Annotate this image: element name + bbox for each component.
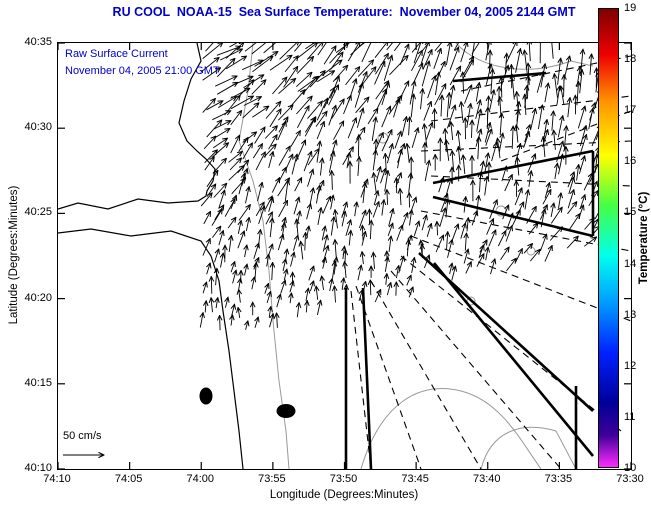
coastline (58, 43, 244, 469)
colorbar-tick-label: 18 (624, 53, 637, 66)
current-vectors (200, 43, 603, 331)
x-tick-label: 73:35 (544, 473, 573, 485)
colorbar-tick-label: 16 (624, 155, 637, 168)
x-axis-label: Longitude (Degrees:Minutes) (269, 489, 419, 501)
plot-area: Raw Surface Current November 04, 2005 21… (57, 42, 632, 470)
y-tick-label: 40:25 (24, 206, 52, 219)
y-tick-label: 40:20 (24, 291, 52, 304)
x-tick-label: 74:10 (43, 473, 71, 485)
velocity-scale-label: 50 cm/s (63, 430, 102, 442)
x-tick-label: 74:05 (114, 473, 143, 485)
overlay-annotation-line2: November 04, 2005 21:00 GMT (65, 65, 220, 77)
colorbar-tick-label: 13 (624, 308, 637, 321)
colorbar-tick-label: 14 (624, 257, 637, 270)
radar-wedge-outlines (344, 71, 595, 469)
x-tick-label: 73:50 (329, 473, 358, 485)
colorbar-tick-label: 10 (624, 462, 637, 474)
x-tick-label: 73:45 (401, 473, 429, 485)
colorbar-label: Temperature (°C) (638, 191, 650, 285)
x-tick-label: 73:55 (258, 473, 286, 485)
plot-title: RU COOL NOAA-15 Sea Surface Temperature:… (112, 5, 576, 19)
colorbar-gradient (599, 9, 618, 467)
overlay-annotation-line1: Raw Surface Current (65, 48, 168, 60)
colorbar-tick-label: 19 (624, 2, 637, 14)
colorbar (598, 8, 619, 468)
plot-canvas (58, 43, 631, 469)
y-tick-label: 40:35 (24, 36, 52, 48)
axis-ticks (58, 43, 631, 469)
x-tick-label: 74:00 (186, 473, 215, 485)
colorbar-tick-label: 17 (624, 104, 637, 117)
x-tick-label: 73:30 (616, 473, 644, 485)
colorbar-tick-label: 11 (624, 410, 636, 423)
x-tick-label: 73:40 (472, 473, 501, 485)
colorbar-tick-label: 12 (624, 359, 637, 372)
y-tick-label: 40:10 (24, 462, 52, 474)
y-tick-label: 40:15 (24, 376, 52, 389)
y-tick-label: 40:30 (24, 121, 52, 134)
y-axis-label: Latitude (Degrees:Minutes) (8, 185, 20, 325)
colorbar-tick-label: 15 (624, 206, 637, 219)
site-markers (199, 387, 296, 418)
